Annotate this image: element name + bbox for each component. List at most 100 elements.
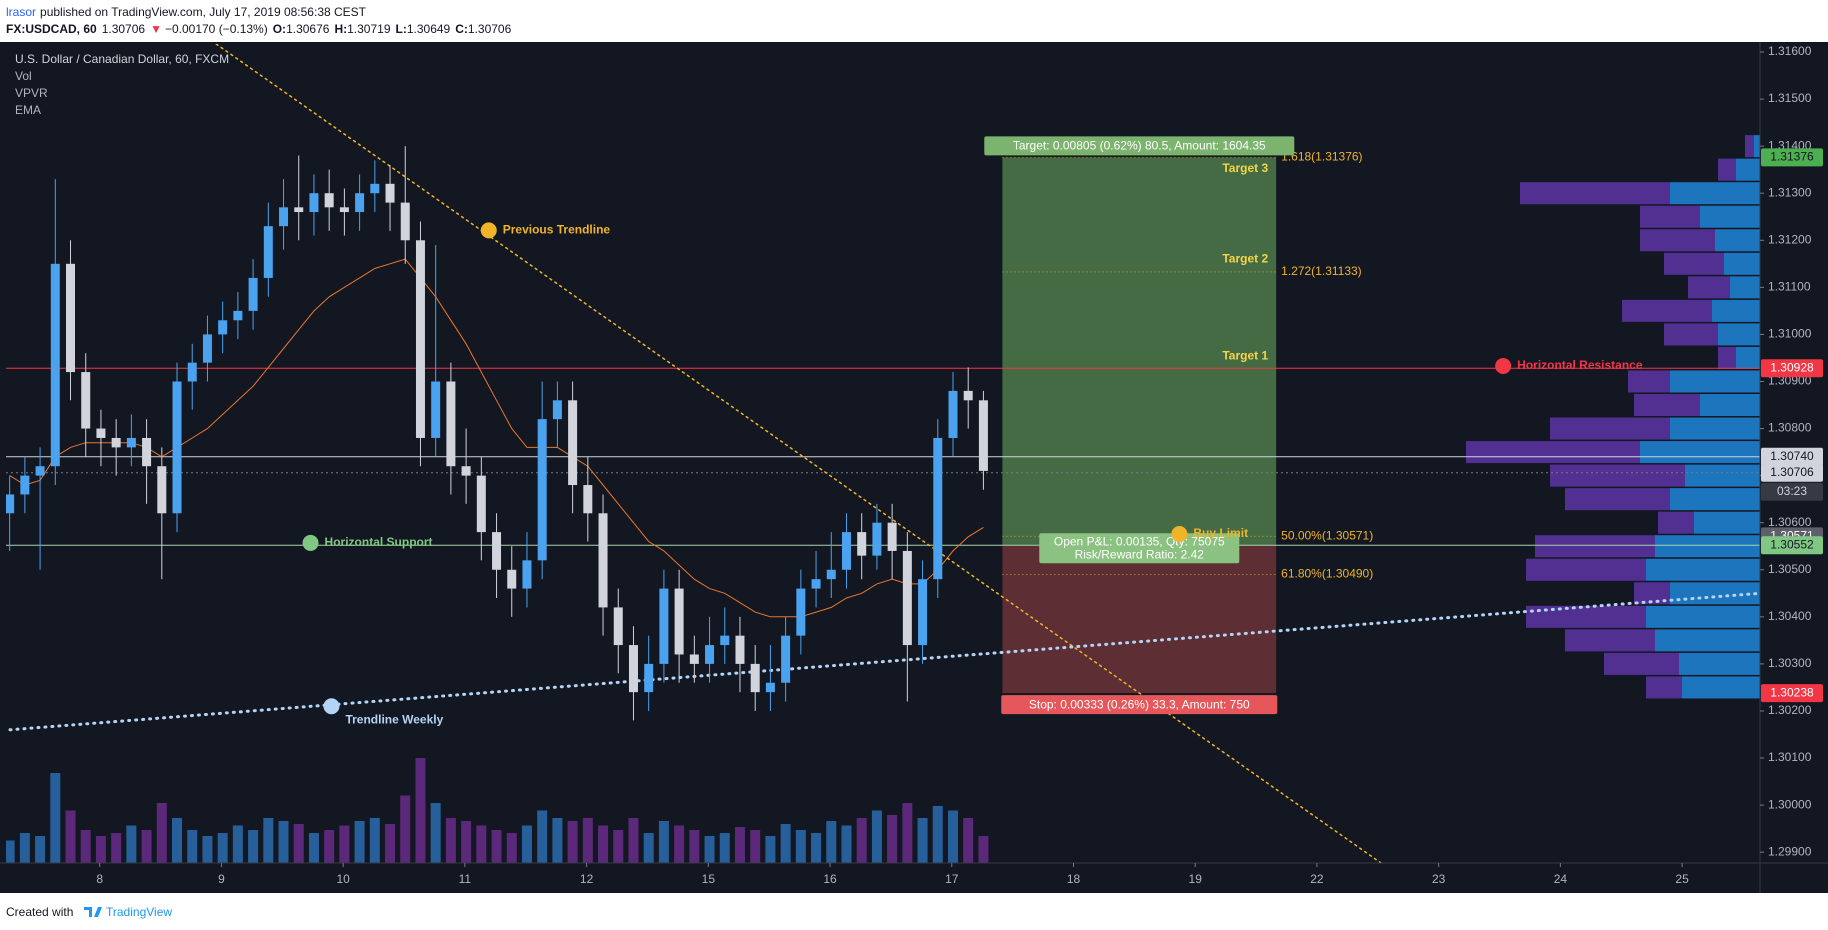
volume-bar [445,818,456,863]
profile-up [1679,652,1760,675]
candle-body [400,202,410,241]
profile-down [1634,394,1700,417]
candle-body [598,513,608,608]
candle-body [218,320,228,335]
profile-up [1655,535,1760,558]
candle-body [126,437,136,448]
profile-down [1634,582,1670,605]
profile-down [1664,323,1718,346]
stop-info: Stop: 0.00333 (0.26%) 33.3, Amount: 750 [1029,697,1250,711]
volume-bar [856,818,867,863]
volume-bar [689,830,700,863]
volume-bar [811,833,822,863]
published: published on TradingView.com, July 17, 2… [40,5,367,19]
profile-down [1664,252,1724,275]
volume-bar [19,833,30,863]
candle-body [948,390,958,438]
profile-down [1718,158,1736,181]
ohlc-value: 1.30676 [286,22,330,36]
volume-bar [780,824,791,863]
price-label-bg [1761,463,1823,482]
profile-down [1526,558,1646,581]
label-dot [1171,525,1188,542]
candle-body [324,193,334,208]
candle-body [537,419,547,561]
volume-bar [887,815,898,863]
candle-body [689,654,699,664]
fib-label: 50.00%(1.30571) [1281,529,1373,543]
profile-up [1715,229,1760,252]
y-tick-label: 1.31200 [1768,232,1812,246]
volume-bar [567,821,578,863]
candle-body [781,635,791,683]
annotation-label: Previous Trendline [503,223,611,237]
profile-up [1724,252,1760,275]
volume-bar [385,824,396,863]
profile-up [1712,299,1760,322]
ohlc-key: C: [455,22,468,36]
candle-body [902,550,912,646]
ohlc-value: 1.30719 [347,22,391,36]
profile-up [1682,676,1760,699]
price-label: 1.31376 [1770,150,1814,164]
fib-label: 1.272(1.31133) [1281,264,1362,278]
x-tick-label: 16 [823,872,837,886]
indicator-name: Vol [15,69,32,83]
y-tick-label: 1.31500 [1768,91,1812,105]
profile-up [1694,511,1760,534]
candle-body [279,207,289,227]
profile-down [1550,464,1685,487]
candle-body [750,663,760,693]
volume-bar [339,825,350,863]
volume-bar [202,836,213,863]
profile-down [1565,488,1670,511]
footer-brand[interactable]: TradingView [106,905,172,919]
x-tick-label: 8 [96,872,103,886]
label-dot [323,698,340,715]
candle-body [142,437,152,467]
candle-body [355,193,365,213]
ohlc-value: 1.30649 [407,22,451,36]
y-tick-label: 1.30300 [1768,656,1812,670]
volume-bar [750,830,761,863]
ohlc-key: O: [273,22,286,36]
annotation-label: Trendline Weekly [345,712,443,726]
volume-bar [628,818,639,863]
target-label: Target 3 [1222,161,1268,175]
overlay: 1.316001.315001.314001.313001.312001.311… [96,44,1823,886]
stop-zone [1002,545,1277,694]
author[interactable]: lrasor [6,5,36,19]
profile-up [1655,629,1760,652]
volume-bar [613,830,624,863]
volume-bar [902,803,913,863]
volume-bar [35,836,46,863]
x-tick-label: 12 [580,872,594,886]
price-label: 1.30706 [1770,465,1814,479]
candle-body [811,579,821,589]
candle-body [187,362,197,382]
profile-up [1646,558,1760,581]
y-tick-label: 1.31300 [1768,185,1812,199]
profile-down [1526,605,1646,628]
ratio-info: Risk/Reward Ratio: 2.42 [1075,547,1205,561]
profile-up [1736,346,1760,369]
profile-up [1718,323,1760,346]
symbol-line: FX:USDCAD, 60 1.30706 ▼ −0.00170 (−0.13%) O:… [6,22,512,36]
price-label: 1.30740 [1770,449,1814,463]
candle-body [674,588,684,655]
volume-bar [704,836,715,863]
candle-body [233,310,243,321]
volume-bar [765,836,776,863]
candle-body [705,645,715,664]
candle-body [568,400,578,486]
indicator-name: EMA [15,103,41,117]
volume-bar [795,830,806,863]
volume-bar [658,821,669,863]
plot-area [6,44,1760,863]
candle-body [644,663,654,693]
footer-created: Created with [6,905,73,919]
pnl-badge [1039,533,1240,564]
indicator-name: VPVR [15,86,48,100]
countdown: 03:23 [1777,484,1807,498]
profile-up [1736,158,1760,181]
